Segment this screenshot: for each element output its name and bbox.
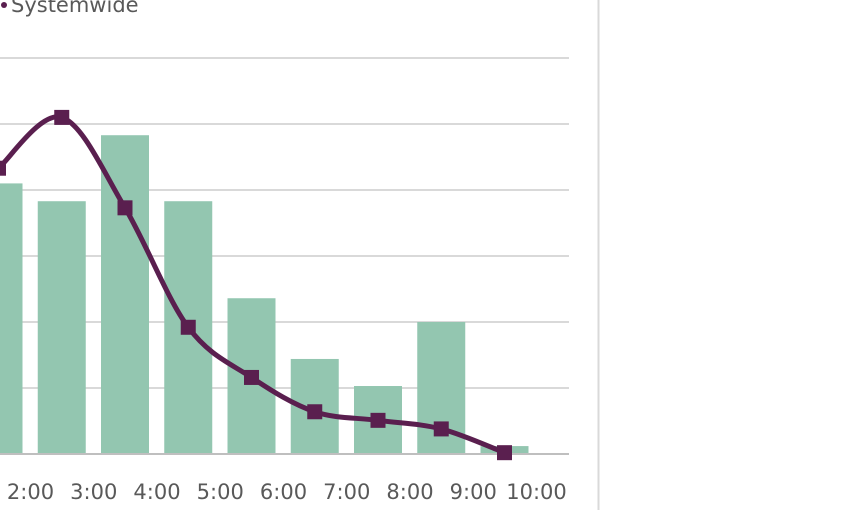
marker-6-00 <box>244 369 259 385</box>
bar-4-00 <box>101 135 149 454</box>
x-tick-label: 6:00 <box>260 480 307 504</box>
legend-swatch-systemwide <box>1 2 7 8</box>
x-tick-label: 4:00 <box>133 480 180 504</box>
x-tick-label: 2:00 <box>7 480 54 504</box>
legend: Systemwide <box>1 0 139 17</box>
systemwide-markers <box>0 109 512 461</box>
marker-7-00 <box>307 404 323 420</box>
marker-3-00 <box>54 109 70 125</box>
gridlines <box>0 57 569 389</box>
marker-2-00 <box>0 160 6 176</box>
marker-9-00 <box>433 421 449 437</box>
x-tick-label: 9:00 <box>450 480 497 504</box>
legend-label-systemwide: Systemwide <box>11 0 139 17</box>
marker-5-00 <box>180 319 196 335</box>
bar-3-00 <box>37 201 86 454</box>
x-tick-label: 10:00 <box>506 480 567 504</box>
x-tick-labels: 2:00 3:00 4:00 5:00 6:00 7:00 8:00 9:00 10:00 <box>7 480 567 504</box>
x-tick-label: 5:00 <box>197 480 244 504</box>
x-tick-label: 7:00 <box>323 480 370 504</box>
marker-4-00 <box>117 200 133 216</box>
x-tick-label: 8:00 <box>386 480 433 504</box>
bar-series <box>0 135 529 454</box>
marker-10-00 <box>497 445 512 461</box>
systemwide-line <box>0 114 507 456</box>
marker-8-00 <box>370 412 386 428</box>
x-tick-label: 3:00 <box>70 480 117 504</box>
bar-2-00 <box>0 183 23 454</box>
